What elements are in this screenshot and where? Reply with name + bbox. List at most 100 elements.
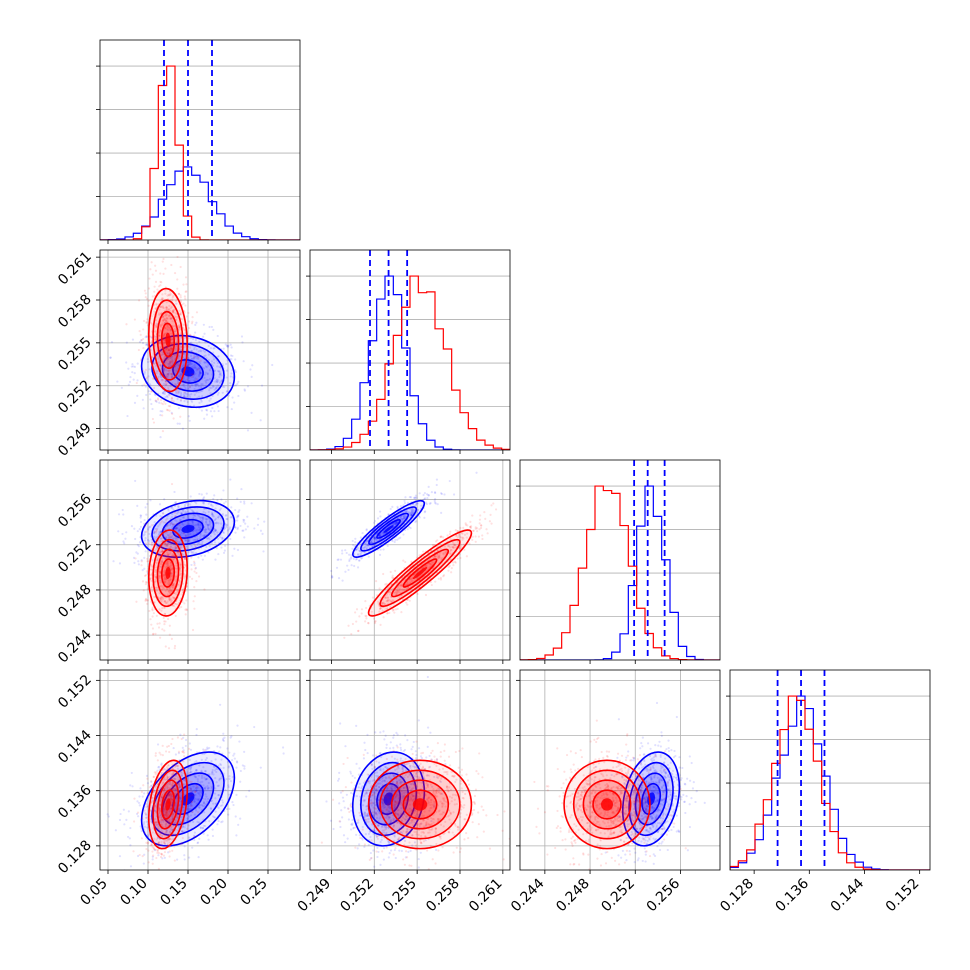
- scatter-point: [186, 365, 190, 368]
- scatter-point: [199, 794, 202, 797]
- scatter-point: [217, 379, 220, 382]
- scatter-point: [381, 609, 384, 612]
- scatter-point: [169, 522, 172, 525]
- scatter-point: [160, 763, 163, 766]
- scatter-point: [143, 289, 147, 292]
- scatter-point: [494, 508, 498, 511]
- scatter-point: [143, 518, 146, 522]
- scatter-point: [435, 483, 438, 487]
- scatter-point: [410, 511, 414, 514]
- scatter-point: [216, 393, 219, 396]
- scatter-point: [459, 526, 462, 530]
- scatter-point: [226, 346, 230, 349]
- scatter-point: [141, 384, 144, 387]
- scatter-point: [357, 547, 360, 550]
- scatter-point: [197, 541, 200, 545]
- scatter-point: [193, 761, 196, 764]
- scatter-point: [125, 341, 128, 344]
- scatter-point: [160, 537, 163, 540]
- contour-blue: [151, 506, 225, 552]
- scatter-point: [178, 521, 181, 524]
- scatter-point: [154, 570, 157, 573]
- scatter-point: [183, 553, 186, 557]
- scatter-point: [213, 410, 216, 413]
- scatter-point: [177, 507, 180, 510]
- scatter-point: [402, 588, 406, 592]
- scatter-point: [171, 541, 174, 544]
- scatter-point: [202, 496, 206, 499]
- scatter-point: [178, 541, 181, 544]
- scatter-point: [197, 356, 200, 359]
- scatter-point: [189, 814, 193, 817]
- scatter-point: [136, 362, 139, 365]
- scatter-point: [137, 348, 140, 352]
- scatter-point: [243, 388, 246, 391]
- scatter-point: [171, 311, 174, 314]
- scatter-point: [160, 298, 163, 301]
- scatter-point: [144, 542, 148, 545]
- scatter-point: [210, 760, 213, 763]
- scatter-point: [381, 602, 384, 605]
- scatter-point: [155, 303, 158, 306]
- density-peak: [165, 332, 171, 348]
- scatter-point: [248, 789, 251, 792]
- scatter-point: [143, 556, 146, 559]
- scatter-point: [182, 381, 185, 384]
- scatter-point: [236, 382, 239, 385]
- scatter-point: [153, 580, 156, 584]
- scatter-point: [172, 417, 175, 420]
- scatter-point: [373, 538, 377, 541]
- scatter-point: [156, 836, 159, 840]
- scatter-point: [182, 353, 186, 356]
- scatter-point: [167, 647, 171, 650]
- scatter-point: [175, 512, 179, 515]
- scatter-point: [156, 546, 159, 549]
- scatter-point: [169, 806, 173, 809]
- scatter-point: [145, 581, 148, 584]
- scatter-point: [458, 533, 461, 536]
- scatter-point: [137, 801, 141, 805]
- scatter-point: [229, 516, 232, 519]
- scatter-point: [435, 478, 439, 481]
- scatter-point: [162, 587, 166, 590]
- scatter-point: [189, 766, 193, 769]
- scatter-point: [165, 317, 168, 320]
- scatter-point: [158, 622, 161, 625]
- scatter-point: [171, 583, 175, 587]
- scatter-point: [422, 550, 425, 553]
- scatter-point: [137, 563, 140, 566]
- scatter-point: [151, 590, 154, 593]
- scatter-point: [179, 733, 182, 736]
- scatter-point: [214, 810, 217, 813]
- scatter-point: [179, 294, 182, 297]
- scatter-point: [195, 789, 198, 793]
- scatter-point: [197, 799, 200, 802]
- scatter-point: [353, 553, 356, 556]
- scatter-point: [165, 543, 169, 546]
- scatter-point: [224, 514, 227, 517]
- scatter-point: [159, 561, 162, 564]
- scatter-point: [211, 513, 214, 516]
- scatter-point: [162, 372, 165, 375]
- scatter-point: [184, 563, 187, 567]
- contour-blue: [161, 512, 215, 546]
- scatter-point: [396, 591, 399, 594]
- scatter-point: [408, 511, 411, 514]
- scatter-point: [170, 515, 174, 519]
- scatter-point: [175, 364, 178, 367]
- scatter-point: [471, 514, 474, 517]
- scatter-point: [399, 584, 402, 587]
- scatter-point: [169, 363, 172, 366]
- scatter-point: [241, 529, 244, 532]
- scatter-point: [191, 351, 195, 354]
- scatter-point: [148, 277, 151, 280]
- scatter-point: [210, 799, 213, 802]
- scatter-point: [184, 297, 187, 300]
- scatter-point: [149, 618, 152, 621]
- scatter-point: [222, 347, 225, 350]
- scatter-point: [161, 371, 165, 375]
- scatter-point: [198, 492, 201, 496]
- scatter-point: [230, 407, 233, 411]
- scatter-point: [197, 526, 201, 529]
